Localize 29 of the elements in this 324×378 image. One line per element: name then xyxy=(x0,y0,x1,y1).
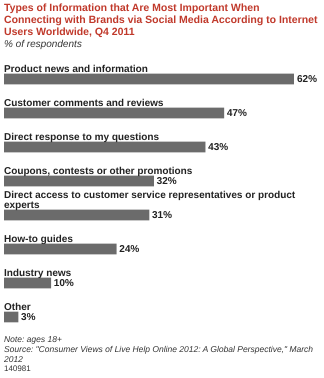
bar xyxy=(4,278,52,288)
data-label: 24% xyxy=(119,244,140,255)
data-label: 3% xyxy=(21,312,36,323)
bar xyxy=(4,108,224,118)
y-tick-label: Product news and information xyxy=(4,64,148,75)
data-label: 43% xyxy=(208,142,228,153)
y-tick-label: Direct response to my questions xyxy=(4,132,160,143)
bar xyxy=(4,210,150,220)
data-label: 31% xyxy=(152,210,172,221)
data-label: 10% xyxy=(54,278,74,289)
data-label: 32% xyxy=(156,176,177,187)
text: 140981 xyxy=(4,364,32,374)
text: Note: ages 18+ xyxy=(4,334,63,344)
y-tick-label: Direct access to customer service representatives or product experts xyxy=(4,190,296,211)
y-tick-label: Industry news xyxy=(4,268,72,279)
source-note: Source: "Consumer Views of Live Help Online 2012: A Global Perspective," March 2012 xyxy=(4,344,314,364)
y-tick-label: Other xyxy=(4,302,31,313)
data-label: 62% xyxy=(297,74,318,85)
y-tick-label: How-to guides xyxy=(4,234,74,245)
bar xyxy=(4,244,117,254)
bar xyxy=(4,142,206,152)
bar xyxy=(4,74,294,84)
y-tick-label: Customer comments and reviews xyxy=(4,98,164,109)
y-tick-label: Coupons, contests or other promotions xyxy=(4,166,193,177)
data-label: 47% xyxy=(226,108,247,119)
bar xyxy=(4,312,18,322)
bar xyxy=(4,176,154,186)
chart-subtitle: % of respondents xyxy=(3,38,83,50)
chart-title: Types of Information that Are Most Important When Connecting with Brands via Social Media According to Internet Users Worldwide, Q4 2011 xyxy=(3,1,318,38)
